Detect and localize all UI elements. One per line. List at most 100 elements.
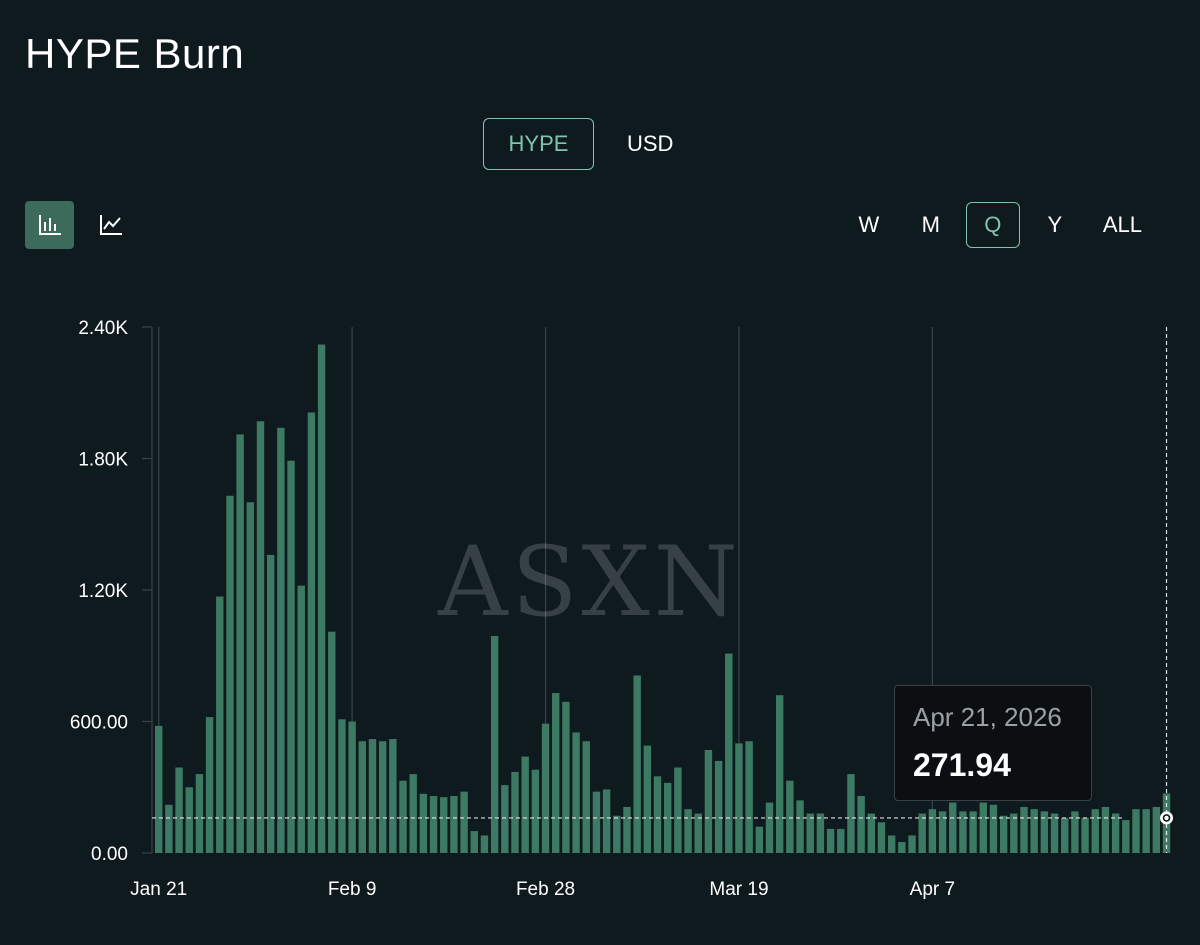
bar[interactable] [1081,817,1089,853]
bar[interactable] [317,344,326,853]
bar[interactable] [440,797,448,853]
bar[interactable] [1101,806,1110,853]
bar[interactable] [328,631,336,853]
bar[interactable] [266,554,275,853]
bar[interactable] [562,701,570,853]
bar[interactable] [643,745,652,853]
bar[interactable] [887,835,896,853]
bar[interactable] [419,793,428,853]
bar[interactable] [796,800,804,853]
bar[interactable] [653,776,662,853]
bar[interactable] [1040,811,1049,853]
range-m-button[interactable]: M [921,212,940,237]
bar[interactable] [511,771,519,853]
bar[interactable] [735,743,743,853]
bar[interactable] [521,756,529,853]
bar[interactable] [480,835,489,853]
bar[interactable] [531,769,540,853]
bar[interactable] [582,741,590,853]
bar[interactable] [969,811,977,853]
bar[interactable] [1030,809,1038,853]
bar[interactable] [307,412,316,853]
bar[interactable] [1122,820,1130,853]
bar[interactable] [918,813,926,853]
bar[interactable] [378,741,387,853]
bar[interactable] [236,434,244,853]
bar[interactable] [358,741,366,853]
bar[interactable] [1020,806,1028,853]
bar[interactable] [246,502,255,853]
bar[interactable] [501,785,509,853]
bar[interactable] [684,809,692,853]
line-chart-button[interactable] [86,201,135,249]
bar[interactable] [704,749,713,853]
bar[interactable] [949,802,957,853]
bar[interactable] [837,828,845,853]
bar[interactable] [694,813,702,853]
bar[interactable] [165,804,173,853]
bar[interactable] [1010,813,1018,853]
bar[interactable] [348,721,356,854]
bar[interactable] [613,815,621,853]
bar[interactable] [979,802,987,853]
bar[interactable] [277,427,285,853]
bar[interactable] [338,719,346,853]
range-w-button[interactable]: W [858,212,880,237]
bar-chart-button[interactable] [25,201,74,249]
bar[interactable] [725,653,733,853]
bar[interactable] [205,717,214,853]
bar[interactable] [1050,813,1059,853]
bar[interactable] [1152,806,1161,853]
bar[interactable] [602,789,611,853]
bar[interactable] [765,802,774,853]
bar[interactable] [755,826,764,853]
bar[interactable] [898,842,906,853]
bar[interactable] [664,782,672,853]
bar[interactable] [389,739,397,853]
bar[interactable] [1091,809,1099,853]
bar[interactable] [989,804,998,853]
bar[interactable] [195,774,204,853]
bar[interactable] [1111,813,1120,853]
bar[interactable] [541,723,550,853]
range-all-button[interactable]: ALL [1102,212,1142,237]
bar[interactable] [460,791,468,853]
bar[interactable] [714,760,723,853]
bar[interactable] [409,774,417,853]
bar[interactable] [938,811,947,853]
bar[interactable] [185,787,193,853]
bar[interactable] [552,693,560,853]
unit-usd-button[interactable]: USD [627,131,674,156]
bar[interactable] [826,828,835,853]
bar[interactable] [999,815,1008,853]
bar[interactable] [1071,811,1079,853]
bar[interactable] [490,636,499,853]
bar[interactable] [877,822,886,853]
bar[interactable] [256,421,265,853]
bar[interactable] [816,813,825,853]
bar[interactable] [959,811,967,853]
bar[interactable] [450,796,458,853]
bar[interactable] [297,585,305,853]
bar[interactable] [1132,809,1140,853]
bar[interactable] [216,596,224,853]
bar[interactable] [226,495,234,853]
bar[interactable] [592,791,601,853]
bar[interactable] [847,774,855,853]
bar[interactable] [175,767,183,853]
bar[interactable] [775,695,784,853]
bar[interactable] [623,806,631,853]
bar[interactable] [633,675,641,853]
bar[interactable] [908,835,916,853]
bar[interactable] [287,460,295,853]
bar[interactable] [674,767,682,853]
range-y-button[interactable]: Y [1047,212,1063,237]
bar[interactable] [857,796,865,853]
bar[interactable] [429,796,438,853]
bar[interactable] [368,739,377,853]
bar[interactable] [806,813,814,853]
bar[interactable] [572,732,580,853]
bar[interactable] [1142,809,1150,853]
bar[interactable] [1061,817,1069,853]
bar[interactable] [786,780,794,853]
